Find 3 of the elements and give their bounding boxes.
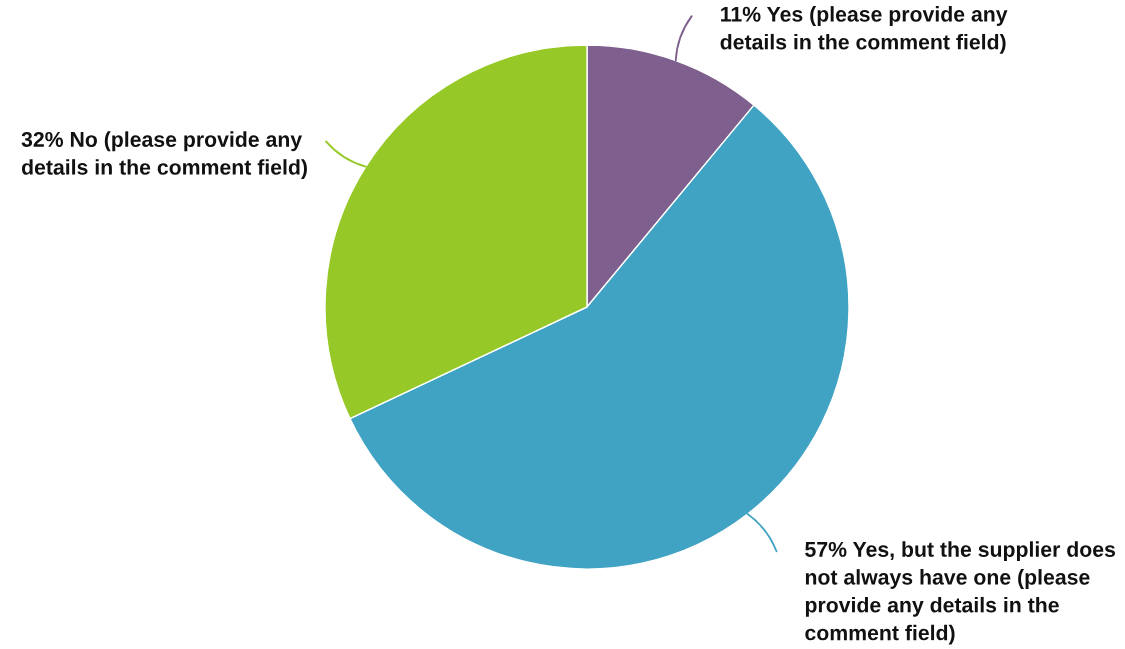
slice-label: 32% No (please provide any details in the comment field) (21, 131, 307, 179)
legend-label: 11% Yes (please provide any details in the comment field) (720, 6, 1008, 54)
slice-label: 57% Yes, but the supplier does not always have one (please provide any details in the comment field) (805, 541, 1115, 645)
